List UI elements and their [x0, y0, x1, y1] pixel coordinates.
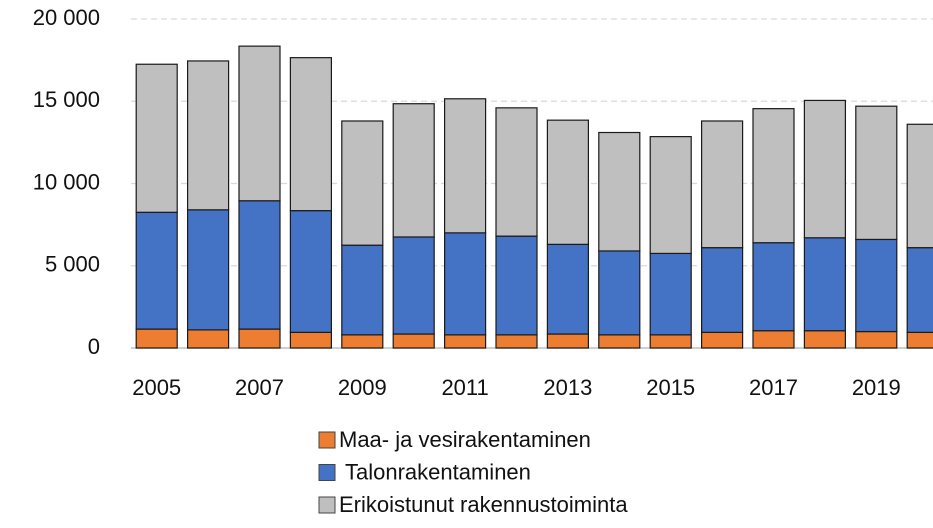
x-tick-label: 2013: [543, 375, 592, 400]
x-tick-label: 2007: [235, 375, 284, 400]
bar-segment: [238, 328, 281, 349]
bar-segment: [546, 243, 590, 335]
bar-segment: [444, 98, 487, 234]
bar-segment: [906, 331, 933, 349]
bar-segment: [289, 57, 332, 212]
x-tick-label: 2019: [852, 375, 901, 400]
bar-segment: [187, 209, 230, 331]
bar-segment: [392, 103, 435, 238]
bar-segment: [238, 200, 281, 330]
x-tick-label: 2009: [338, 375, 387, 400]
y-tick-label: 5 000: [45, 252, 100, 277]
bar-segment: [752, 242, 795, 332]
legend-swatch: [318, 464, 336, 481]
bar-segment: [135, 328, 178, 349]
bar-segment: [495, 235, 538, 336]
bars: [135, 45, 933, 349]
bar-segment: [238, 45, 281, 202]
bar-segment: [649, 252, 692, 336]
bar-segment: [855, 105, 898, 241]
bar-segment: [803, 330, 847, 349]
bar-segment: [341, 120, 384, 246]
bar-segment: [135, 211, 178, 330]
bar-segment: [546, 333, 590, 349]
bar-segment: [341, 244, 384, 336]
bar-segment: [906, 123, 933, 249]
bar-segment: [700, 120, 744, 249]
bar-segment: [444, 334, 487, 349]
legend-swatch: [318, 496, 336, 514]
legend-swatch: [318, 431, 336, 449]
bar-segment: [444, 232, 487, 336]
x-tick-label: 2017: [749, 375, 798, 400]
bar-segment: [752, 330, 795, 349]
y-tick-label: 0: [88, 334, 100, 359]
y-tick-label: 20 000: [33, 5, 100, 30]
bar-segment: [546, 119, 590, 245]
bar-segment: [700, 331, 744, 349]
bar-segment: [649, 136, 692, 255]
legend-label: Maa- ja vesirakentaminen: [339, 427, 591, 452]
bar-segment: [649, 334, 692, 349]
bar-segment: [855, 330, 898, 349]
bar-segment: [598, 334, 641, 349]
x-tick-label: 2015: [646, 375, 695, 400]
y-tick-label: 10 000: [33, 169, 100, 194]
bar-segment: [906, 247, 933, 333]
legend-label: Erikoistunut rakennustoiminta: [339, 492, 628, 517]
bar-segment: [803, 99, 847, 239]
bar-segment: [392, 236, 435, 335]
bar-segment: [598, 131, 641, 252]
bar-segment: [700, 247, 744, 333]
bar-segment: [855, 238, 898, 333]
y-tick-label: 15 000: [33, 87, 100, 112]
bar-segment: [752, 108, 795, 244]
x-tick-label: 2011: [441, 375, 488, 400]
bar-segment: [289, 331, 332, 349]
legend-label: Talonrakentaminen: [345, 459, 531, 484]
bar-segment: [598, 250, 641, 336]
bar-segment: [495, 334, 538, 349]
x-tick-label: 2005: [132, 375, 181, 400]
labels: 0 5 000 10 000 15 000 20 000 2005 2007 2009 2011…: [33, 5, 901, 517]
bar-segment: [392, 333, 435, 349]
bar-segment: [803, 237, 847, 332]
bar-segment: [187, 329, 230, 349]
bar-segment: [289, 210, 332, 333]
bar-segment: [341, 334, 384, 349]
bar-segment: [495, 107, 538, 237]
bar-segment: [135, 63, 178, 213]
bar-segment: [187, 60, 230, 211]
